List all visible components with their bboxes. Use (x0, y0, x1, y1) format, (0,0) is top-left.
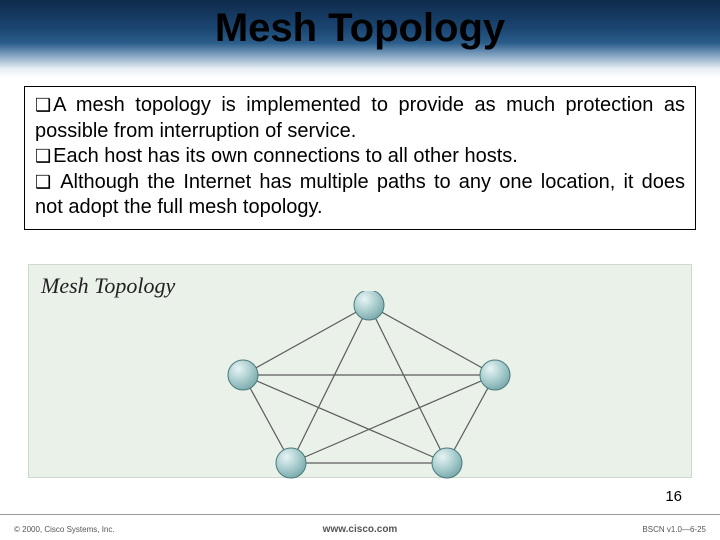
bullet-1: A mesh topology is implemented to provid… (35, 94, 685, 142)
mesh-diagram (209, 291, 529, 481)
bullet-3: Although the Internet has multiple paths… (35, 171, 685, 219)
bullet-2: Each host has its own connections to all… (53, 145, 518, 167)
bullet-marker-icon: ❑ (35, 94, 51, 117)
footer-url: www.cisco.com (0, 524, 720, 535)
bullet-box: ❑A mesh topology is implemented to provi… (24, 86, 696, 230)
diagram-label: Mesh Topology (41, 273, 175, 299)
footer-course-code: BSCN v1.0—6-25 (642, 525, 706, 534)
slide-title: Mesh Topology (0, 6, 720, 51)
diagram-panel: Mesh Topology (28, 264, 692, 478)
bullet-marker-icon: ❑ (35, 145, 51, 168)
page-number: 16 (665, 488, 682, 505)
footer-bar: © 2000, Cisco Systems, Inc. www.cisco.co… (0, 514, 720, 540)
bullet-marker-icon: ❑ (35, 171, 51, 194)
